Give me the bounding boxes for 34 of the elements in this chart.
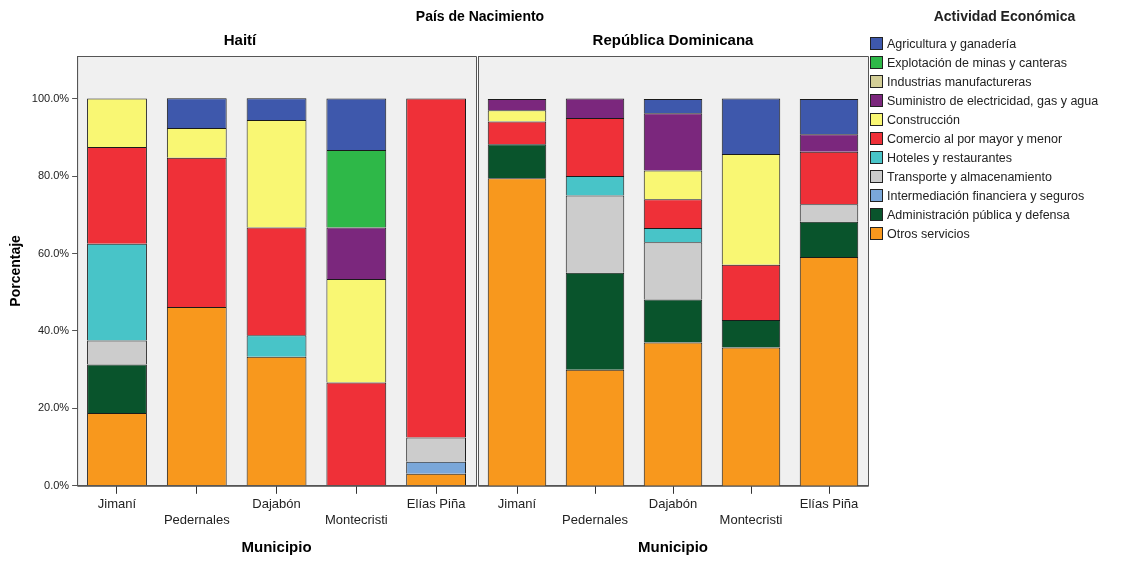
legend-label: Transporte y almacenamiento [887, 169, 1052, 184]
legend-label: Explotación de minas y canteras [887, 55, 1067, 70]
chart-subtitle: República Dominicana [592, 31, 755, 49]
legend-label: Comercio al por mayor y menor [887, 131, 1063, 146]
y-tick-label: 60.0% [37, 246, 70, 259]
y-tick-label: 100.0% [31, 91, 70, 104]
y-tick-label: 0.0% [44, 478, 70, 491]
legend-label: Administración pública y defensa [887, 207, 1070, 222]
y-axis-title: Porcentaje [7, 234, 24, 307]
y-tick-label: 80.0% [37, 169, 70, 182]
x-tick-label: Montecristi [719, 511, 783, 527]
legend-label: Construcción [887, 112, 960, 127]
x-axis-title: Municipio [638, 538, 708, 556]
legend-title: Actividad Económica [932, 8, 1077, 24]
x-tick-label: Montecristi [324, 511, 388, 527]
legend-label: Hoteles y restaurantes [887, 150, 1013, 165]
legend-label: Industrias manufactureras [887, 74, 1032, 89]
y-tick-label: 40.0% [37, 323, 70, 336]
x-tick-label: Dajabón [648, 496, 698, 512]
legend-label: Intermediación financiera y seguros [887, 188, 1085, 203]
legend-label: Agricultura y ganadería [887, 36, 1017, 51]
x-tick-label: Jimaní [497, 496, 537, 512]
legend-label: Otros servicios [887, 226, 970, 241]
chart-title: País de Nacimiento [415, 8, 545, 24]
x-tick-label: Elías Piña [406, 496, 467, 512]
legend-label: Suministro de electricidad, gas y agua [887, 93, 1099, 108]
x-tick-label: Jimaní [97, 496, 137, 512]
x-tick-label: Pedernales [562, 511, 629, 527]
chart-subtitle: Haití [223, 31, 258, 49]
x-tick-label: Elías Piña [799, 496, 860, 512]
x-axis-title: Municipio [241, 538, 312, 556]
x-tick-label: Dajabón [252, 496, 301, 512]
y-tick-label: 20.0% [37, 401, 70, 414]
x-tick-label: Pedernales [163, 511, 231, 527]
